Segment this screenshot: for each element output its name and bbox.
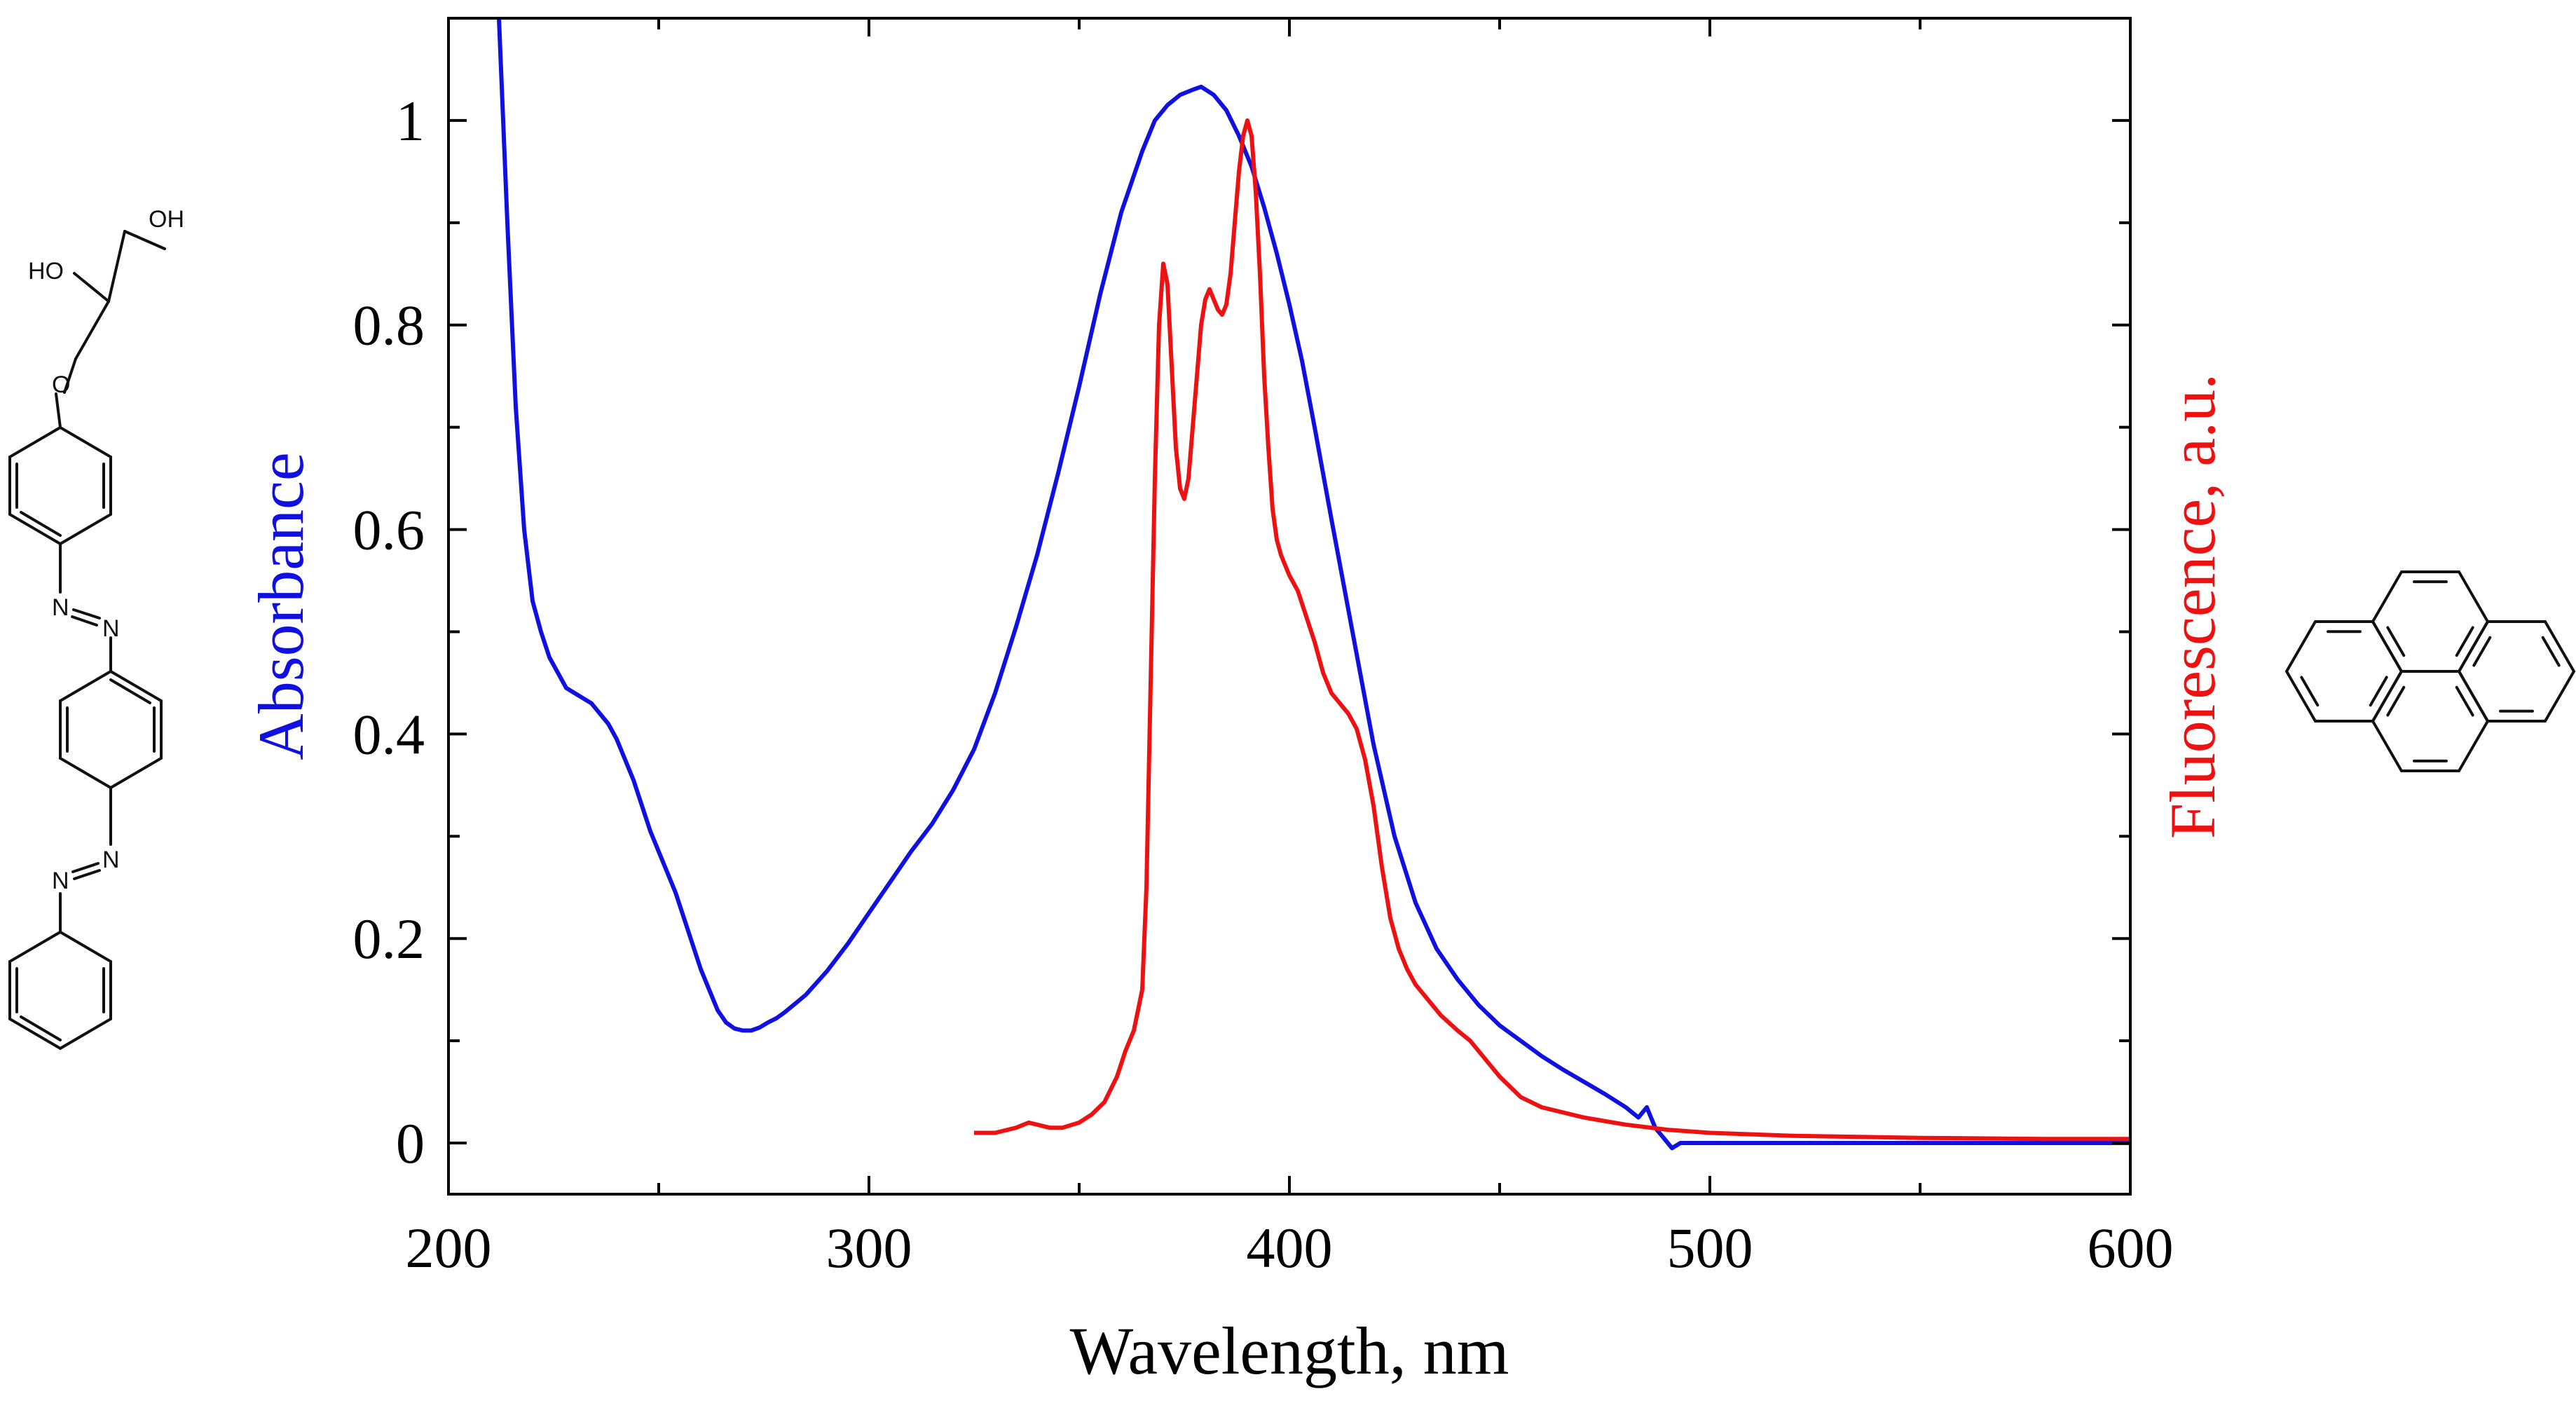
x-tick-label: 300 (826, 1216, 912, 1280)
pyrene-double-bond (2472, 636, 2492, 667)
pyrene-ring (2371, 670, 2490, 773)
x-tick-label: 600 (2088, 1216, 2174, 1280)
chart: 200 300 400 500 600 0 0.2 0.4 0.6 0.8 1 Wavelengt… (245, 17, 2228, 1388)
y-axis-label-fluorescence: Fluorescence, a.u. (2157, 374, 2228, 839)
azo-dye-atom-labels: OH HO O N N N N (28, 206, 184, 894)
x-tick-label: 400 (1247, 1216, 1333, 1280)
pyrene-ring (2457, 620, 2576, 723)
azo1-n1-label: N (52, 594, 69, 621)
chart-curves (497, 18, 2130, 1151)
oh-top-label: OH (149, 206, 184, 233)
pyrene-double-bond (2455, 626, 2474, 657)
y-axis-label-absorbance: Absorbance (245, 452, 317, 760)
pyrene-double-bond (2386, 626, 2406, 657)
y-tick-label: 0.4 (353, 702, 425, 766)
plot-frame (447, 17, 2132, 1196)
pyrene-double-bond (2300, 676, 2320, 707)
oh-left-label: HO (28, 258, 64, 285)
x-axis-label: Wavelength, nm (1070, 1313, 1509, 1388)
y-axis-ticks: 0 0.2 0.4 0.6 0.8 1 (353, 89, 2130, 1175)
pyrene-double-bond (2369, 676, 2388, 707)
y-tick-label: 0.6 (353, 498, 425, 562)
x-tick-label: 200 (406, 1216, 492, 1280)
pyrene-rings (2284, 570, 2576, 773)
pyrene-double-bond (2455, 685, 2474, 717)
y-tick-label: 0.8 (353, 294, 425, 357)
ether-oxygen-label: O (52, 371, 70, 398)
x-tick-label: 500 (1667, 1216, 1753, 1280)
azo1-n2-label: N (102, 615, 120, 642)
pyrene-double-bond (2541, 636, 2561, 667)
x-axis-ticks: 200 300 400 500 600 (406, 18, 2174, 1280)
series-line-absorbance (497, 18, 2130, 1151)
azo2-n1-label: N (102, 847, 120, 873)
pyrene-ring (2284, 620, 2404, 723)
azo2-n2-label: N (52, 868, 69, 894)
y-tick-label: 1 (396, 89, 425, 153)
y-tick-label: 0.2 (353, 907, 425, 971)
pyrene-double-bond (2386, 685, 2406, 717)
azo-dye-structure (8, 230, 166, 1050)
y-tick-label: 0 (396, 1111, 425, 1175)
pyrene-ring (2371, 570, 2490, 673)
series-line-fluorescence (974, 118, 2130, 1142)
